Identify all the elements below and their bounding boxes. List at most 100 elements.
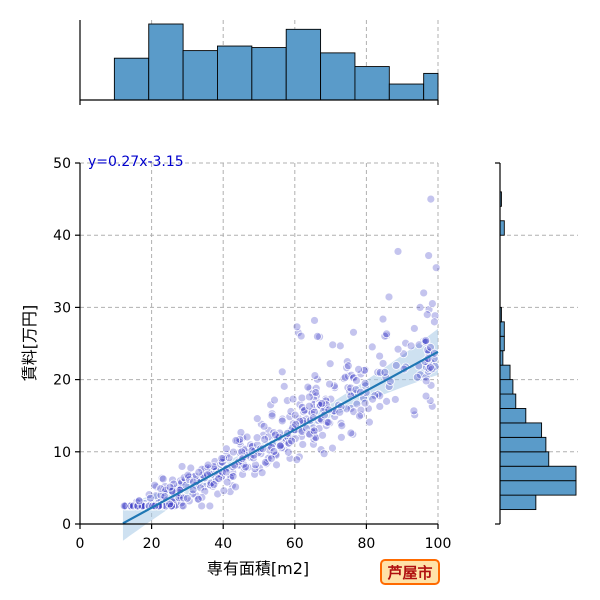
scatter-point [367, 342, 377, 352]
scatter-point [421, 336, 431, 345]
scatter-point [260, 435, 270, 444]
scatter-point [303, 382, 313, 392]
scatter-point [384, 382, 394, 391]
scatter-point [311, 388, 321, 397]
x-tick-label: 60 [286, 536, 304, 552]
scatter-point [266, 454, 276, 463]
scatter-point [336, 432, 346, 442]
scatter-point [222, 477, 232, 487]
scatter-point [412, 372, 422, 382]
scatter-point [323, 418, 333, 427]
scatter-point [430, 317, 439, 327]
top-hist-bar [423, 72, 439, 101]
scatter-point [354, 364, 364, 374]
right-hist-bar [499, 220, 505, 236]
scatter-point [133, 501, 142, 511]
scatter-point [288, 394, 298, 404]
right-hist-bar [499, 393, 517, 409]
scatter-point [277, 367, 287, 377]
scatter-point [360, 378, 370, 388]
scatter-point [325, 359, 335, 369]
scatter-point [177, 462, 187, 471]
y-tick-label: 40 [53, 228, 71, 244]
scatter-point [222, 444, 231, 454]
scatter-point [343, 361, 353, 371]
scatter-point [126, 501, 136, 511]
x-tick-label: 80 [357, 536, 375, 552]
scatter-point [285, 412, 295, 422]
y-tick-label: 10 [53, 445, 71, 461]
scatter-point [424, 364, 434, 373]
scatter-point [431, 263, 441, 273]
top-hist-bar [354, 66, 390, 101]
scatter-point [272, 460, 281, 470]
scatter-point [393, 247, 403, 256]
scatter-point [373, 367, 383, 377]
scatter-point [352, 399, 362, 409]
top-hist-bar [285, 28, 322, 101]
scatter-point [292, 322, 302, 332]
scatter-point [382, 329, 392, 339]
right-hist-bar [499, 465, 577, 482]
top-hist-bar [148, 23, 184, 101]
scatter-point [297, 393, 307, 403]
top-hist-bar [182, 50, 218, 101]
scatter-point [287, 436, 297, 446]
scatter-point [257, 468, 267, 478]
scatter-point [361, 381, 370, 391]
scatter-point [182, 493, 192, 503]
scatter-point [252, 414, 262, 424]
top-hist-bar [113, 57, 150, 101]
scatter-point [349, 327, 358, 337]
x-axis-label: 専有面積[m2] [207, 559, 309, 578]
scatter-point [318, 430, 327, 440]
scatter-point [217, 454, 227, 463]
top-hist-bar [320, 52, 356, 101]
scatter-point [409, 406, 419, 416]
scatter-point [406, 341, 416, 351]
scatter-point [364, 417, 374, 427]
scatter-point [296, 331, 306, 341]
scatter-point [279, 381, 289, 391]
scatter-point [317, 399, 327, 408]
scatter-point [270, 395, 279, 405]
scatter-point [194, 467, 204, 477]
y-tick-label: 30 [53, 300, 71, 316]
right-hist-bar [499, 451, 550, 467]
scatter-point [259, 421, 269, 431]
scatter-point [380, 367, 390, 377]
scatter-point [231, 482, 240, 492]
scatter-point [421, 376, 431, 386]
x-tick-label: 0 [76, 536, 85, 552]
scatter-point [378, 314, 388, 324]
scatter-point [275, 441, 285, 451]
scatter-point [375, 368, 385, 377]
scatter-point [319, 449, 329, 459]
scatter-point [335, 341, 345, 351]
scatter-point [426, 194, 436, 204]
scatter-point [228, 471, 238, 481]
scatter-point [165, 482, 175, 492]
right-hist-bar [499, 436, 547, 453]
scatter-point [328, 340, 338, 350]
city-badge: 芦屋市 [380, 559, 440, 585]
scatter-point [401, 338, 411, 348]
scatter-point [219, 486, 229, 496]
scatter-point [264, 445, 274, 455]
scatter-point [236, 428, 246, 437]
scatter-point [267, 411, 277, 421]
top-marginal-histogram [79, 20, 439, 105]
scatter-point [297, 427, 307, 437]
scatter-point [390, 395, 400, 404]
x-tick-label: 100 [425, 536, 452, 552]
right-marginal-histogram [495, 162, 578, 525]
y-axis-label: 賃料[万円] [20, 305, 39, 382]
scatter-point [340, 372, 350, 382]
right-hist-bar [499, 480, 577, 496]
scatter-point [355, 411, 364, 421]
regression-equation-label: y=0.27x-3.15 [88, 154, 184, 170]
scatter-point [248, 441, 257, 451]
scatter-point [419, 288, 429, 298]
scatter-point [270, 430, 280, 440]
